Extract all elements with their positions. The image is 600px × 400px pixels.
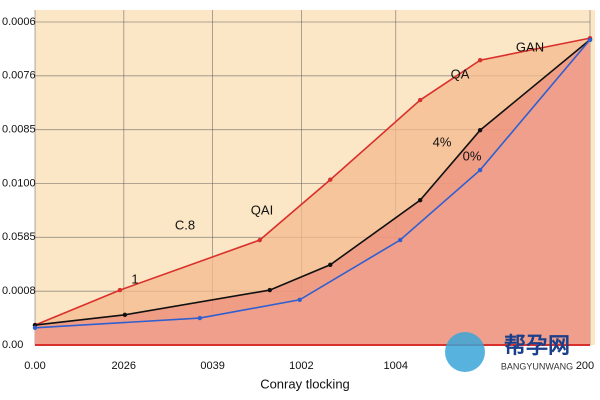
point: [32, 325, 38, 330]
point: [477, 167, 483, 173]
point: [267, 287, 272, 293]
x-tick-label: 200: [576, 360, 594, 372]
point: [257, 237, 262, 243]
watermark-logo: [445, 332, 485, 372]
watermark: BANGYUNWANG: [501, 361, 573, 371]
annotation: QA: [451, 66, 470, 81]
point: [477, 128, 483, 133]
annotation: GAN: [516, 39, 544, 54]
area: [35, 39, 590, 345]
x-tick-label: 0.00: [24, 360, 45, 372]
y-tick-label: 0.0085: [2, 124, 36, 136]
annotation: 1: [131, 271, 138, 286]
line: [34, 39, 591, 329]
point: [197, 315, 203, 321]
x-axis-label: Conray tlocking: [260, 376, 350, 391]
plot-layer: [32, 10, 593, 346]
point: [587, 37, 593, 42]
y-tick-label: 0.00: [2, 339, 23, 351]
y-tick-label: 0.0006: [2, 16, 36, 28]
annotation: QAI: [251, 202, 273, 217]
annotation: 0%: [463, 148, 482, 163]
point: [328, 177, 333, 182]
point: [397, 237, 403, 243]
point: [117, 287, 123, 293]
y-tick-label: 0.0008: [2, 285, 36, 297]
x-tick-label: 2026: [112, 360, 136, 372]
point: [328, 262, 333, 267]
y-tick-label: 0.0076: [2, 70, 36, 82]
annotation: 4%: [433, 134, 452, 149]
point: [477, 58, 483, 63]
point: [417, 197, 423, 203]
point: [122, 312, 128, 318]
watermark: 帮孕网: [504, 333, 570, 358]
annotation: C.8: [175, 217, 195, 232]
point: [297, 297, 302, 302]
x-tick-label: 1004: [384, 360, 408, 372]
x-tick-label: 0039: [200, 360, 224, 372]
y-tick-label: 0.0100: [2, 177, 36, 189]
x-tick-label: 1002: [289, 360, 313, 372]
y-tick-label: 0.0585: [2, 231, 36, 243]
point: [417, 97, 423, 103]
